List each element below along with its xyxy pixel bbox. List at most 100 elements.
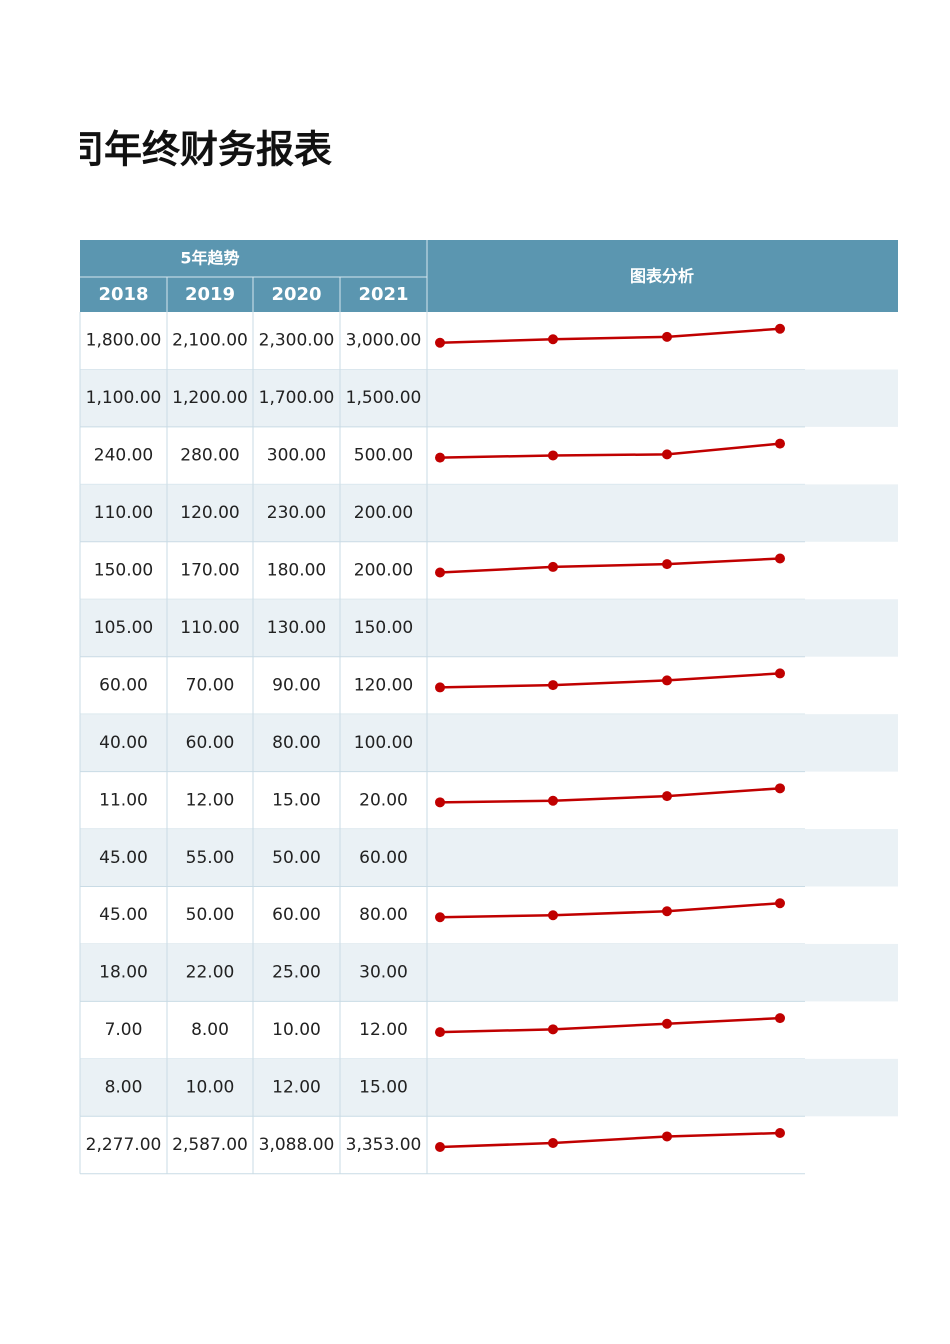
cell: 8.00 [191,1020,229,1040]
cell: 2,100.00 [172,331,248,351]
cell: 2,277.00 [86,1135,162,1155]
sparkline-point [662,559,672,570]
cell: 15.00 [359,1078,408,1098]
cell: 60.00 [272,905,321,925]
cell: 1,800.00 [86,331,162,351]
sparkline-point [662,1018,672,1029]
cell: 100.00 [354,733,413,753]
sparkline-point [775,898,785,909]
sparkline-point [662,1131,672,1142]
sparkline-point [435,912,445,923]
cell: 2,300.00 [259,331,335,351]
sparkline [439,1131,781,1149]
cell: 60.00 [99,675,148,695]
cell: 11.00 [99,790,148,810]
row-stripe [80,714,898,772]
row-stripe [80,484,898,542]
cell: 130.00 [267,618,326,638]
cell: 40.00 [99,733,148,753]
sparkline-point [662,906,672,917]
cell: 90.00 [272,675,321,695]
cell: 170.00 [180,561,239,581]
year-header: 2018 [98,284,148,305]
sparkline-point [435,337,445,348]
cell: 2,587.00 [172,1135,248,1155]
cell: 8.00 [105,1078,143,1098]
year-header: 2021 [358,284,408,305]
cell: 22.00 [186,963,235,983]
sparkline-point [548,334,558,345]
sparkline-point [548,1024,558,1035]
sparkline-point [662,675,672,686]
group-header: 5年趋势 [180,249,239,268]
cell: 12.00 [272,1078,321,1098]
cell: 12.00 [186,790,235,810]
row-stripe [80,1058,898,1117]
cell: 7.00 [105,1020,143,1040]
sparkline [439,1016,781,1034]
cell: 50.00 [272,848,321,868]
sparkline-point [548,561,558,572]
title: 司年终财务报表 [66,128,332,172]
cell: 110.00 [180,618,239,638]
cell: 20.00 [359,790,408,810]
cell: 200.00 [354,503,413,523]
sparkline-point [775,553,785,564]
sparkline-point [662,791,672,802]
cell: 150.00 [94,561,153,581]
cell: 120.00 [180,503,239,523]
sparkline-point [548,1137,558,1148]
cell: 50.00 [186,905,235,925]
cell: 110.00 [94,503,153,523]
row-stripe [80,829,898,887]
header-bg [80,240,898,312]
row-stripe [80,599,898,657]
sparkline-point [548,680,558,691]
cell: 10.00 [186,1078,235,1098]
cell: 150.00 [354,618,413,638]
sparkline-point [435,1027,445,1038]
cell: 1,200.00 [172,388,248,408]
sparkline [439,557,781,574]
cell: 105.00 [94,618,153,638]
sparkline-point [435,452,445,463]
cell: 500.00 [354,446,413,466]
sparkline-point [775,323,785,334]
sparkline-point [435,567,445,578]
cell: 3,088.00 [259,1135,335,1155]
cell: 180.00 [267,561,326,581]
sparkline-point [775,668,785,679]
sparkline-point [435,682,445,693]
sparkline [439,787,781,804]
cell: 45.00 [99,905,148,925]
sparkline-point [775,438,785,449]
cell: 200.00 [354,561,413,581]
sparkline-point [548,910,558,921]
cell: 3,353.00 [346,1135,422,1155]
cell: 240.00 [94,446,153,466]
row-stripe [80,369,898,427]
cell: 1,500.00 [346,388,422,408]
cell: 120.00 [354,675,413,695]
cell: 1,100.00 [86,388,162,408]
chart-header: 图表分析 [630,267,694,286]
cell: 230.00 [267,503,326,523]
cell: 12.00 [359,1020,408,1040]
cell: 80.00 [272,733,321,753]
year-header: 2019 [185,284,235,305]
sparkline-point [548,795,558,806]
year-header: 2020 [271,284,321,305]
cell: 15.00 [272,790,321,810]
cell: 280.00 [180,446,239,466]
cell: 25.00 [272,963,321,983]
cell: 60.00 [186,733,235,753]
cell: 55.00 [186,848,235,868]
row-stripe [80,943,898,1002]
cell: 300.00 [267,446,326,466]
sparkline-point [775,1013,785,1024]
sparkline-point [775,783,785,794]
cell: 30.00 [359,963,408,983]
sparkline-point [435,797,445,808]
cell: 1,700.00 [259,388,335,408]
